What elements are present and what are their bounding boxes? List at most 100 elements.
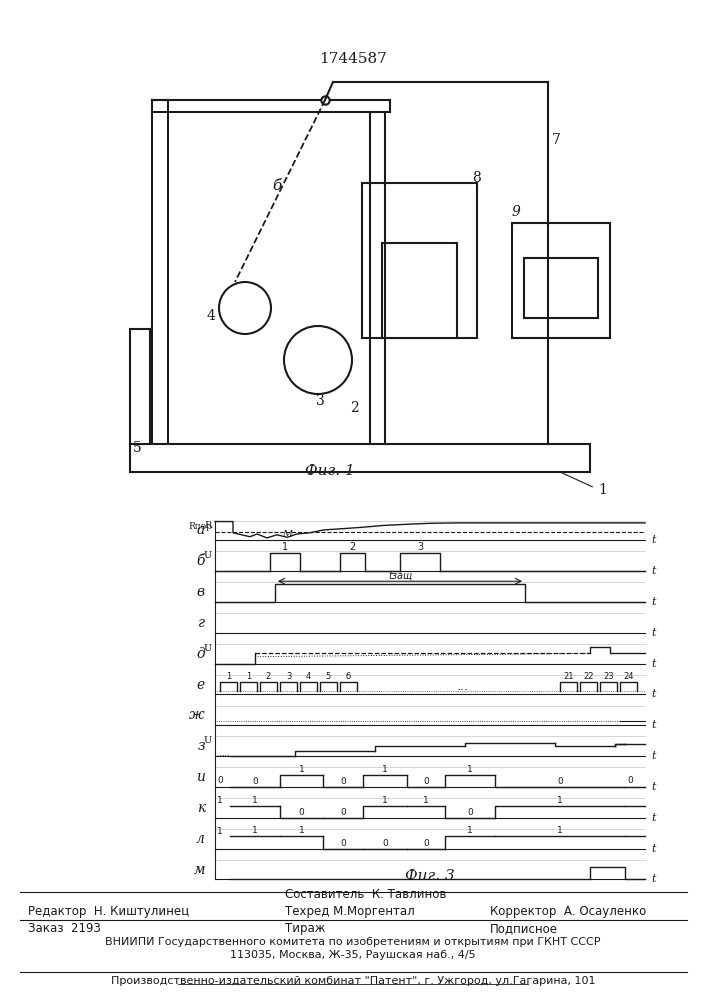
Text: U: U [204, 644, 212, 653]
Text: 23: 23 [603, 672, 614, 681]
Text: Корректор  А. Осауленко: Корректор А. Осауленко [490, 905, 646, 918]
Text: t: t [651, 720, 655, 730]
Text: 1744587: 1744587 [319, 52, 387, 66]
Text: 0: 0 [423, 777, 429, 786]
Text: в: в [197, 585, 205, 599]
Text: Фиг. 1: Фиг. 1 [305, 464, 355, 478]
Circle shape [219, 282, 271, 334]
Text: е: е [197, 678, 205, 692]
Text: M: M [282, 530, 292, 539]
Text: t: t [651, 597, 655, 607]
Bar [130, 329, 150, 444]
Bar [524, 258, 598, 318]
Text: 1: 1 [467, 765, 473, 774]
Text: 0: 0 [217, 776, 223, 785]
Circle shape [284, 326, 352, 394]
Text: 1: 1 [382, 765, 388, 774]
Text: 0: 0 [557, 777, 563, 786]
Text: ...: ... [457, 680, 469, 693]
Text: и: и [196, 770, 205, 784]
Text: з: з [197, 739, 205, 753]
Text: Техред М.Моргентал: Техред М.Моргентал [285, 905, 415, 918]
Text: 21: 21 [563, 672, 574, 681]
Text: 3: 3 [286, 672, 291, 681]
Text: 0: 0 [340, 808, 346, 817]
Text: 4: 4 [306, 672, 311, 681]
Text: 5: 5 [133, 441, 141, 455]
Text: t: t [651, 689, 655, 699]
Text: Фиг. 3: Фиг. 3 [405, 869, 455, 883]
Bar [512, 223, 610, 338]
Text: 1: 1 [217, 827, 223, 836]
Text: 0: 0 [340, 777, 346, 786]
Text: б: б [197, 554, 205, 568]
Text: 2: 2 [266, 672, 271, 681]
Text: 1: 1 [246, 672, 251, 681]
Text: 1: 1 [557, 796, 563, 805]
Text: 24: 24 [624, 672, 633, 681]
Bar [362, 183, 477, 338]
Text: 1: 1 [598, 483, 607, 497]
Text: R: R [204, 521, 212, 530]
Text: д: д [197, 647, 205, 661]
Text: ж: ж [189, 708, 205, 722]
Text: 0: 0 [382, 839, 388, 848]
Text: Заказ  2193: Заказ 2193 [28, 922, 101, 935]
Text: U: U [204, 551, 212, 560]
Text: t: t [651, 782, 655, 792]
Text: Тираж: Тираж [285, 922, 325, 935]
Text: 0: 0 [298, 808, 305, 817]
Text: 1: 1 [382, 796, 388, 805]
Text: 8: 8 [472, 171, 481, 185]
Text: Rпор: Rпор [188, 522, 212, 531]
Text: t: t [651, 874, 655, 884]
Text: 5: 5 [326, 672, 331, 681]
Text: л: л [196, 832, 205, 846]
Text: 1: 1 [423, 796, 429, 805]
Text: t: t [651, 751, 655, 761]
Text: 3: 3 [417, 542, 423, 552]
Text: tзащ: tзащ [388, 570, 412, 580]
Text: 1: 1 [298, 826, 305, 835]
Text: м: м [194, 863, 205, 877]
Text: Составитель  К. Тавлинов: Составитель К. Тавлинов [285, 888, 446, 901]
Text: Редактор  Н. Киштулинец: Редактор Н. Киштулинец [28, 905, 189, 918]
Text: 0: 0 [252, 777, 258, 786]
Text: ВНИИПИ Государственного комитета по изобретениям и открытиям при ГКНТ СССР: ВНИИПИ Государственного комитета по изоб… [105, 937, 601, 947]
Text: 4: 4 [207, 309, 216, 323]
Text: 1: 1 [282, 542, 288, 552]
Text: 1: 1 [557, 826, 563, 835]
Text: t: t [651, 813, 655, 823]
Text: 1: 1 [467, 826, 473, 835]
Text: t: t [651, 628, 655, 638]
Text: 113035, Москва, Ж-35, Раушская наб., 4/5: 113035, Москва, Ж-35, Раушская наб., 4/5 [230, 950, 476, 960]
Text: t: t [651, 659, 655, 669]
Text: 1: 1 [252, 826, 258, 835]
Text: 22: 22 [583, 672, 594, 681]
Text: t: t [651, 535, 655, 545]
Text: 9: 9 [512, 205, 521, 219]
Text: 0: 0 [467, 808, 473, 817]
Text: t: t [651, 566, 655, 576]
Text: б: б [346, 672, 351, 681]
Text: 1: 1 [217, 796, 223, 805]
Text: 3: 3 [316, 394, 325, 408]
Text: Подписное: Подписное [490, 922, 558, 935]
Text: 2: 2 [350, 401, 358, 415]
Text: 1: 1 [226, 672, 231, 681]
Text: t: t [651, 844, 655, 854]
Bar [382, 243, 457, 338]
Text: 1: 1 [298, 765, 305, 774]
Text: 1: 1 [252, 796, 258, 805]
Text: г: г [198, 616, 205, 630]
Bar [130, 444, 590, 472]
Text: 2: 2 [349, 542, 356, 552]
Text: U: U [204, 736, 212, 745]
Text: 0: 0 [423, 839, 429, 848]
Text: 0: 0 [627, 776, 633, 785]
Text: б: б [272, 179, 281, 193]
Text: Производственно-издательский комбинат "Патент", г. Ужгород, ул.Гагарина, 101: Производственно-издательский комбинат "П… [111, 976, 595, 986]
Text: 0: 0 [340, 839, 346, 848]
Text: к: к [197, 801, 205, 815]
Text: 7: 7 [552, 133, 561, 147]
